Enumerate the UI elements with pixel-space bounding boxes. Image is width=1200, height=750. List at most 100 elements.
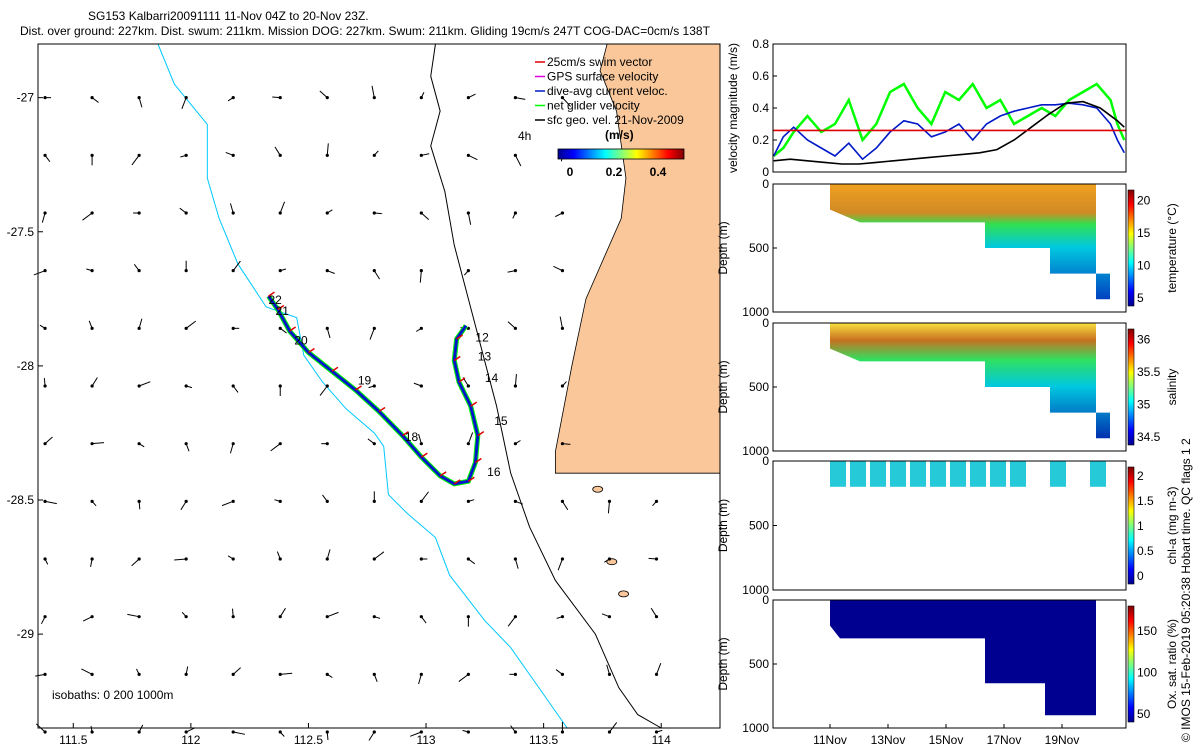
swim-vector <box>268 291 275 297</box>
swim-vector <box>456 334 464 340</box>
current-vector-dot <box>184 499 188 503</box>
chla-cb-tick: 2 <box>1137 469 1144 483</box>
current-vector-field <box>33 85 663 741</box>
current-vector-dot <box>372 557 376 561</box>
current-vector <box>507 616 516 627</box>
day-label: 20 <box>294 333 308 347</box>
current-vector-dot <box>231 557 235 561</box>
chla-data-block <box>930 461 946 487</box>
chla-cb-tick: 1.5 <box>1137 494 1154 508</box>
current-vector-dot <box>513 730 518 734</box>
temperature-cb-tick: 15 <box>1137 226 1151 240</box>
current-vector-dot <box>325 326 329 330</box>
current-vector <box>232 260 241 271</box>
current-vector <box>229 203 234 214</box>
current-vector-dot <box>231 730 235 734</box>
lat-tick-label: -27 <box>17 91 35 105</box>
current-vector-dot <box>513 442 518 446</box>
current-vector-dot <box>325 153 329 157</box>
chla-cb-tick: 0 <box>1137 569 1144 583</box>
day-label: 19 <box>358 374 372 388</box>
current-vector <box>280 672 293 675</box>
current-vector <box>468 154 478 161</box>
lat-tick-label: -28.5 <box>7 493 35 507</box>
current-vector-dot <box>372 153 376 157</box>
current-vector-dot <box>137 499 141 503</box>
current-vector <box>233 731 246 735</box>
current-vector-dot <box>184 442 188 446</box>
current-vector <box>279 201 285 214</box>
glider-track <box>266 291 485 487</box>
current-vector-dot <box>43 499 47 503</box>
current-vector <box>270 443 281 452</box>
current-vector <box>368 731 375 741</box>
velocity-panel: 0 0.2 0.4 0.6 0.8 velocity magnitude (m/s) <box>726 37 1127 179</box>
current-vector <box>559 316 563 329</box>
current-vector-dot <box>466 153 470 157</box>
isobath-200m <box>157 43 568 729</box>
figure-title-line2: Dist. over ground: 227km. Dist. swum: 21… <box>20 24 711 38</box>
current-vector-dot <box>90 442 94 446</box>
time-tick-label: 11Nov <box>813 733 847 747</box>
current-vector <box>181 97 187 110</box>
chla-frame <box>772 460 1127 591</box>
lat-tick-label: -29 <box>17 627 35 641</box>
current-vector-dot <box>137 153 141 157</box>
velocity-frame <box>772 43 1127 173</box>
current-vector-dot <box>231 96 235 100</box>
salinity-cb-tick: 34.5 <box>1137 430 1161 444</box>
current-vector-dot <box>419 153 423 157</box>
current-vector <box>91 377 98 387</box>
current-vector <box>606 664 610 675</box>
current-vector-dot <box>466 730 470 734</box>
current-vector <box>419 270 422 283</box>
speed-scale-tick: 0.2 <box>606 165 623 179</box>
current-vector-dot <box>184 211 188 215</box>
salinity-cb-tick: 35.5 <box>1137 365 1161 379</box>
current-vector-dot <box>231 672 235 676</box>
current-vector <box>562 97 571 107</box>
chla-ytick-label: 500 <box>749 519 769 533</box>
current-vector <box>131 558 140 567</box>
current-vector-dot <box>231 211 235 215</box>
current-vector <box>35 673 46 677</box>
current-vector-dot <box>137 672 141 676</box>
map-frame <box>37 43 721 729</box>
legend-item: sfc geo. vel. 21-Nov-2009 <box>547 113 684 127</box>
salinity-ylabel: Depth (m) <box>716 360 730 413</box>
current-vector-dot <box>607 672 612 676</box>
legend-unit: (m/s) <box>605 128 634 142</box>
speed-scale-tick: 0 <box>567 165 574 179</box>
temperature-colorbar <box>1127 189 1135 307</box>
oxsat-panel: 0 500 1000 Depth (m) 50 100 150 Ox. sat. ratio … <box>716 593 1179 747</box>
current-vector-dot <box>43 615 47 619</box>
current-vector-dot <box>654 557 659 561</box>
chla-ytick-label: 0 <box>762 454 769 468</box>
current-vector <box>232 667 241 675</box>
current-vector-dot <box>90 96 94 100</box>
salinity-cblabel: salinity <box>1165 369 1179 406</box>
current-vector-dot <box>278 96 282 100</box>
swim-vector <box>467 476 475 482</box>
current-vector <box>319 385 328 396</box>
current-vector-dot <box>325 269 329 273</box>
map-lat-axis: -27 -27.5 -28 -28.5 -29 <box>7 91 43 641</box>
current-vector <box>514 374 517 387</box>
current-vector-dot <box>513 557 518 561</box>
temperature-data <box>830 184 1110 300</box>
current-vector-dot <box>325 615 329 619</box>
current-vector-dot <box>466 384 470 388</box>
swim-vector <box>402 430 409 437</box>
current-vector-dot <box>419 269 423 273</box>
current-vector-dot <box>325 96 329 100</box>
current-vector-dot <box>560 615 565 619</box>
current-vector-dot <box>325 442 329 446</box>
chla-data-block <box>1010 461 1026 487</box>
current-vector-dot <box>90 499 94 503</box>
current-vector-dot <box>137 269 141 273</box>
current-vector-dot <box>278 384 282 388</box>
current-vector-dot <box>560 442 565 446</box>
current-vector <box>319 90 328 99</box>
